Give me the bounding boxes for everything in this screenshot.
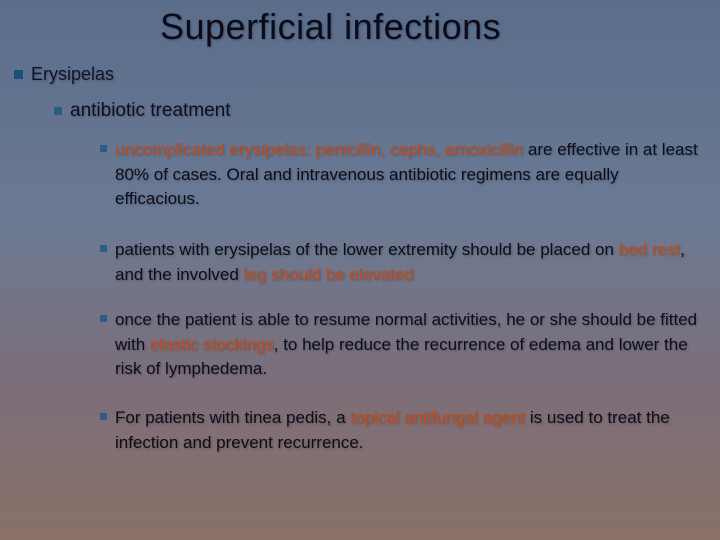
level3-item: For patients with tinea pedis, a topical… — [100, 406, 708, 455]
level3-item: once the patient is able to resume norma… — [100, 308, 708, 382]
highlight-text: elastic stockings — [150, 335, 274, 354]
level3-item: uncomplicated erysipelas: penicillin, ce… — [100, 138, 708, 212]
square-bullet-icon — [100, 413, 107, 420]
plain-text: For patients with tinea pedis, a — [115, 408, 350, 427]
highlight-text: uncomplicated erysipelas: penicillin, ce… — [115, 140, 523, 159]
level1-label: Erysipelas — [31, 64, 114, 85]
square-bullet-icon — [54, 107, 62, 115]
highlight-text: leg should be elevated — [244, 265, 414, 284]
square-bullet-icon — [100, 245, 107, 252]
plain-text: patients with erysipelas of the lower ex… — [115, 240, 619, 259]
level3-text: uncomplicated erysipelas: penicillin, ce… — [115, 138, 708, 212]
highlight-text: topical antifungal agent — [350, 408, 525, 427]
level2-label: antibiotic treatment — [70, 100, 231, 122]
square-bullet-icon — [100, 145, 107, 152]
highlight-text: bed rest — [619, 240, 680, 259]
level3-text: patients with erysipelas of the lower ex… — [115, 238, 708, 287]
level1-item: Erysipelas — [14, 64, 114, 85]
level2-item: antibiotic treatment — [54, 100, 231, 122]
level3-text: For patients with tinea pedis, a topical… — [115, 406, 708, 455]
slide-title: Superficial infections — [160, 6, 501, 48]
level3-text: once the patient is able to resume norma… — [115, 308, 708, 382]
square-bullet-icon — [100, 315, 107, 322]
square-bullet-icon — [14, 70, 23, 79]
level3-item: patients with erysipelas of the lower ex… — [100, 238, 708, 287]
